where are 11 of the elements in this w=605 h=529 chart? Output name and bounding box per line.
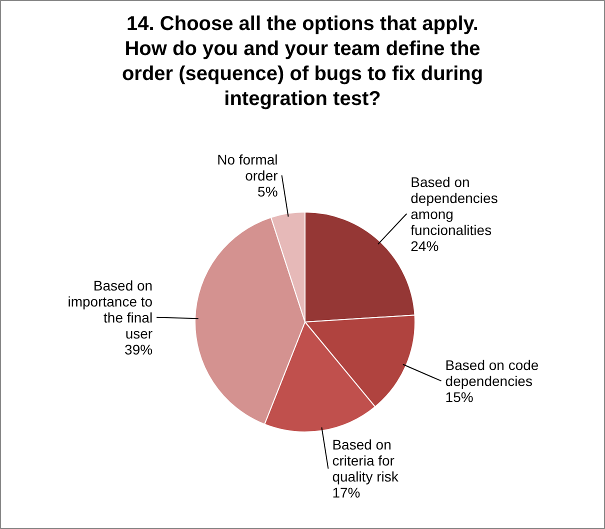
data-label: 5% (258, 183, 278, 200)
slice-label: Based on importance to the final user (68, 277, 153, 342)
slice-label: Based on criteria for quality risk (332, 436, 400, 485)
data-label: 15% (445, 388, 474, 405)
data-label: 17% (332, 484, 360, 501)
slice-label: No formal order (217, 151, 278, 184)
slice-label: Based on dependencies among funcionalities (410, 174, 498, 238)
data-label: 24% (410, 238, 439, 254)
data-label: 39% (124, 341, 153, 358)
slice-label: Based on code dependencies (445, 356, 539, 389)
chart-title: 14. Choose all the options that apply. How do you and your team define the order (sequence) of bugs to fix during integration test? (122, 13, 484, 110)
